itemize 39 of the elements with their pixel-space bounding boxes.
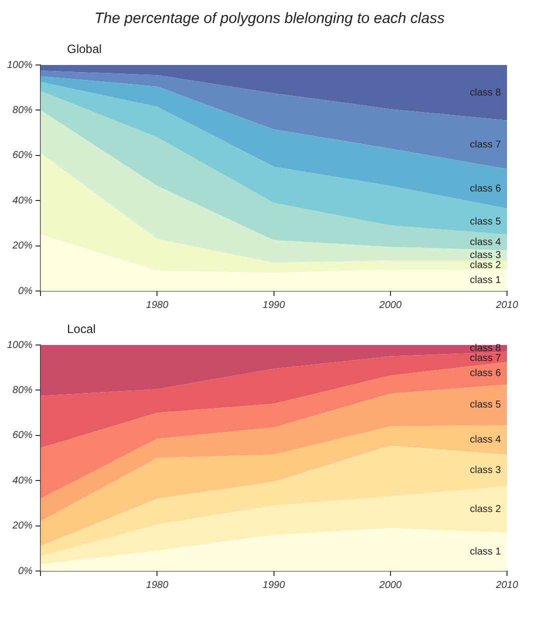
series-label: class 1 — [470, 546, 502, 558]
y-tick-label: 20% — [12, 240, 33, 252]
y-tick-label: 80% — [12, 104, 33, 116]
series-label: class 3 — [470, 465, 502, 476]
x-tick-label: 2010 — [494, 580, 519, 591]
x-tick-label: 2010 — [494, 300, 519, 311]
series-label: class 5 — [470, 400, 502, 411]
y-tick-label: 40% — [12, 475, 33, 486]
y-tick-label: 40% — [12, 195, 33, 206]
x-tick-label: 1990 — [262, 300, 286, 311]
x-tick-label: 1990 — [262, 580, 286, 591]
y-tick-label: 100% — [7, 60, 33, 71]
y-tick-label: 20% — [12, 520, 33, 532]
series-label: class 8 — [470, 343, 502, 354]
series-label: class 6 — [470, 368, 502, 379]
y-tick-label: 60% — [12, 430, 33, 442]
series-label: class 4 — [470, 237, 502, 248]
x-tick-label: 2000 — [378, 300, 402, 311]
series-label: class 8 — [470, 87, 502, 98]
series-label: class 2 — [470, 260, 502, 272]
y-tick-label: 60% — [12, 150, 33, 162]
x-tick-label: 2000 — [378, 580, 402, 591]
y-tick-label: 80% — [12, 384, 33, 396]
chart-title: The percentage of polygons blelonging to each class — [93, 9, 446, 29]
series-label: class 2 — [470, 504, 502, 516]
series-label: class 7 — [470, 353, 502, 364]
y-tick-label: 0% — [18, 286, 33, 297]
series-label: class 4 — [470, 434, 502, 446]
series-label: class 3 — [470, 250, 502, 262]
chart-subtitle: Global — [67, 42, 103, 56]
chart-subtitle: Local — [67, 322, 97, 336]
series-label: class 1 — [470, 275, 502, 286]
series-label: class 5 — [470, 216, 502, 228]
y-tick-label: 100% — [7, 340, 33, 351]
series-label: class 6 — [470, 183, 502, 194]
x-tick-label: 1980 — [146, 580, 169, 591]
series-label: class 7 — [470, 139, 502, 150]
y-tick-label: 0% — [18, 566, 33, 577]
x-tick-label: 1980 — [146, 300, 169, 311]
